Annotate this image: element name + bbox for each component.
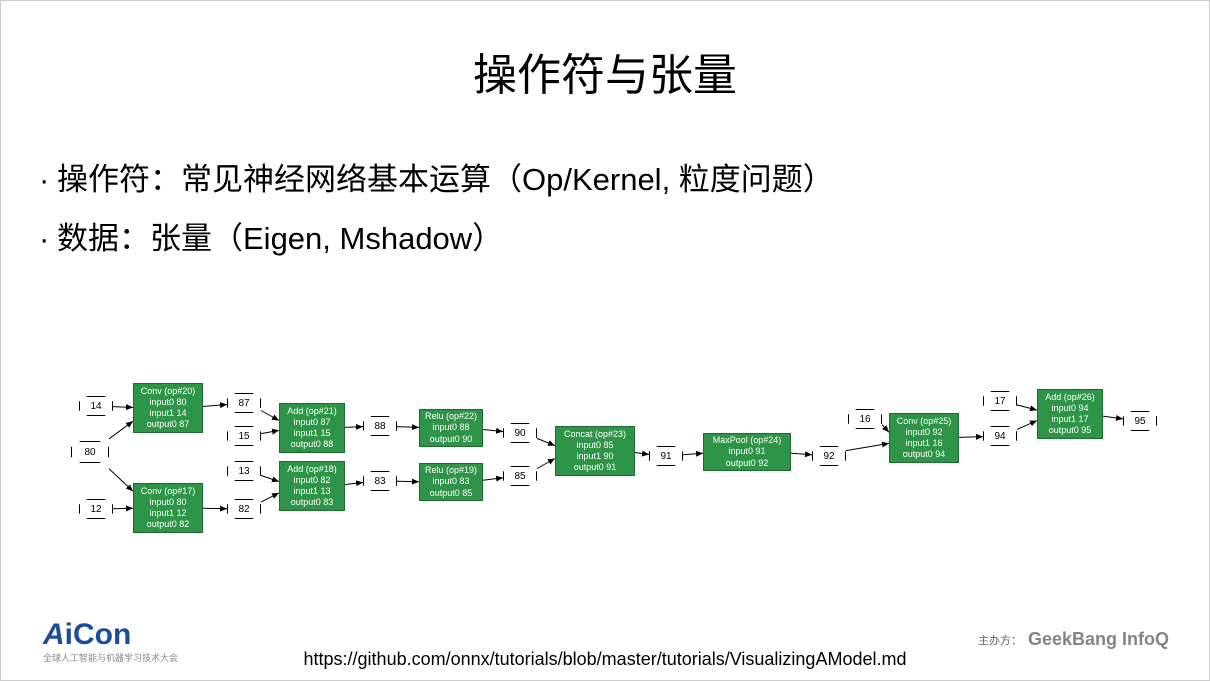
sponsor-area: 主办方： GeekBang InfoQ: [978, 629, 1169, 650]
graph-edge: [1103, 416, 1123, 419]
op-node: Concat (op#23)input0 85input1 90output0 …: [555, 426, 635, 476]
graph-edge: [635, 453, 649, 455]
graph-edge: [1017, 405, 1037, 410]
graph-edge: [109, 469, 133, 491]
graph-edge: [791, 453, 812, 455]
bullet-item: ·操作符：常见神经网络基本运算（Op/Kernel, 粒度问题）: [39, 151, 1209, 210]
graph-edge: [846, 443, 889, 450]
graph-edge: [882, 425, 889, 433]
slide-footer: AiCon 全球人工智能与机器学习技术大会 https://github.com…: [1, 602, 1209, 680]
tensor-node: 92: [812, 446, 846, 466]
graph-edge: [1017, 421, 1037, 430]
tensor-node: 87: [227, 393, 261, 413]
graph-edge: [959, 437, 983, 438]
tensor-node: 17: [983, 391, 1017, 411]
tensor-node: 90: [503, 423, 537, 443]
graph-edge: [261, 430, 279, 433]
footer-url: https://github.com/onnx/tutorials/blob/m…: [1, 649, 1209, 670]
slide-title: 操作符与张量: [1, 39, 1209, 103]
op-node: Relu (op#22)input0 88output0 90: [419, 409, 483, 447]
graph-edge: [345, 427, 363, 428]
tensor-node: 80: [71, 441, 109, 463]
tensor-node: 12: [79, 499, 113, 519]
graph-edge: [483, 430, 503, 432]
bullet-item: ·数据：张量（Eigen, Mshadow）: [39, 210, 1209, 269]
tensor-node: 95: [1123, 411, 1157, 431]
tensor-node: 13: [227, 461, 261, 481]
graph-edge: [397, 427, 419, 428]
sponsor-logo: GeekBang InfoQ: [1028, 629, 1169, 650]
op-node: Add (op#26)input0 94input1 17output0 95: [1037, 389, 1103, 439]
op-node: Add (op#18)input0 82input1 13output0 83: [279, 461, 345, 511]
graph-edge: [537, 438, 555, 445]
graph-edge: [113, 407, 133, 408]
tensor-node: 16: [848, 409, 882, 429]
aicon-logo: AiCon: [43, 618, 131, 652]
tensor-node: 15: [227, 426, 261, 446]
onnx-graph-diagram: 14 80 12 87 15 13 82 88 83 90 85 91 9216 94 17 95 Conv (…: [1, 371, 1210, 571]
bullet-text: 操作符：常见神经网络基本运算（Op/Kernel, 粒度问题）: [57, 162, 834, 197]
graph-edge: [345, 483, 363, 485]
graph-edge: [261, 411, 279, 421]
tensor-node: 83: [363, 471, 397, 491]
tensor-node: 91: [649, 446, 683, 466]
sponsor-label: 主办方：: [978, 632, 1022, 648]
tensor-node: 82: [227, 499, 261, 519]
bullet-text: 数据：张量（Eigen, Mshadow）: [57, 221, 503, 256]
op-node: Conv (op#17)input0 80input1 12output0 82: [133, 483, 203, 533]
tensor-node: 94: [983, 426, 1017, 446]
graph-edge: [483, 478, 503, 480]
bullet-list: ·操作符：常见神经网络基本运算（Op/Kernel, 粒度问题） ·数据：张量（…: [39, 151, 1209, 269]
graph-edge: [261, 493, 279, 502]
op-node: Conv (op#25)input0 92input1 16output0 94: [889, 413, 959, 463]
tensor-node: 85: [503, 466, 537, 486]
graph-edge: [109, 421, 133, 439]
op-node: Relu (op#19)input0 83output0 85: [419, 463, 483, 501]
op-node: Add (op#21)input0 87input1 15output0 88: [279, 403, 345, 453]
graph-edge: [261, 476, 279, 482]
tensor-node: 88: [363, 416, 397, 436]
graph-edge: [683, 453, 703, 455]
graph-edge: [537, 459, 555, 469]
op-node: MaxPool (op#24)input0 91output0 92: [703, 433, 791, 471]
op-node: Conv (op#20)input0 80input1 14output0 87: [133, 383, 203, 433]
tensor-node: 14: [79, 396, 113, 416]
graph-edge: [203, 405, 227, 407]
